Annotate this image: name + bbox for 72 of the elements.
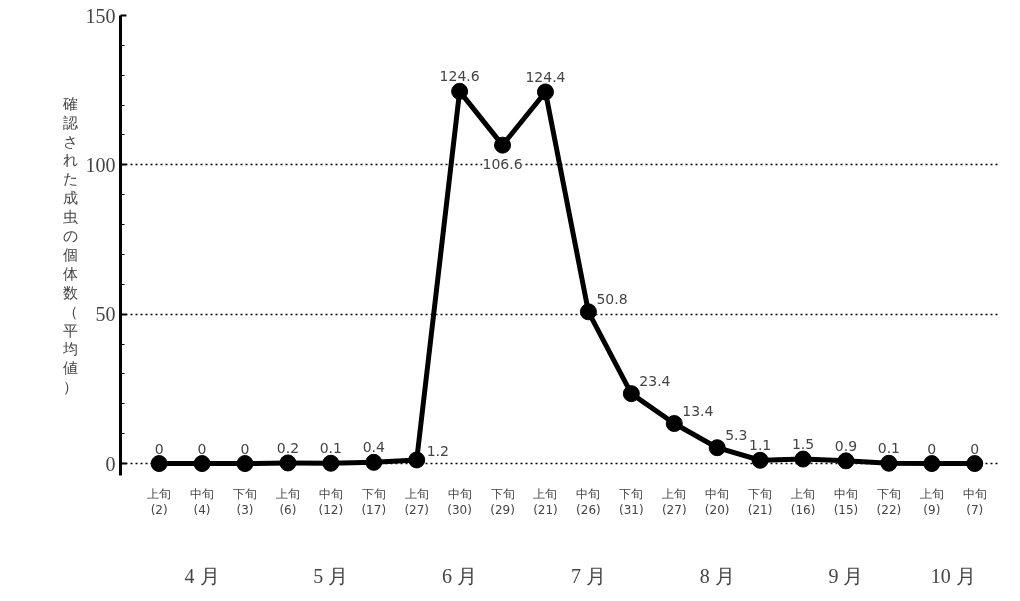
- point: [880, 454, 898, 472]
- data-label: 0.2: [276, 439, 300, 456]
- point: [923, 455, 941, 473]
- point: [966, 455, 984, 473]
- data-label: 0.1: [319, 440, 342, 457]
- data-label: 1.2: [426, 442, 449, 459]
- data-label: 124.4: [525, 68, 566, 85]
- y-tick-label: 100: [85, 153, 116, 176]
- x-tick-label: 上旬 (6): [275, 486, 300, 518]
- point: [408, 451, 426, 469]
- x-tick-label: 中旬 (12): [318, 486, 344, 518]
- point: [150, 455, 168, 473]
- point: [794, 450, 812, 468]
- text: 確認された成虫の個体数（平均値）: [62, 94, 78, 397]
- x-tick-label: 上旬 (27): [661, 486, 687, 518]
- text: 5 月: [313, 565, 349, 587]
- point: [322, 454, 340, 472]
- data-label: 0: [240, 440, 250, 457]
- point: [279, 454, 297, 472]
- x-tick-label: 下旬 (17): [361, 486, 387, 518]
- x-tick-label: 上旬 (21): [533, 486, 558, 518]
- x-tick-label: 上旬 (2): [147, 486, 172, 518]
- data-label: 0.9: [834, 437, 858, 454]
- x-tick-label: 中旬 (26): [576, 486, 601, 518]
- point: [365, 453, 383, 471]
- x-tick-label: 下旬 (22): [876, 486, 902, 518]
- point: [579, 303, 597, 321]
- point: [837, 452, 855, 470]
- x-tick-label: 中旬 (30): [447, 486, 472, 518]
- y-tick-label: 0: [105, 452, 116, 475]
- data-label: 13.4: [682, 402, 714, 419]
- point: [451, 82, 469, 100]
- text: 10 月: [930, 565, 976, 587]
- text: 9 月: [828, 565, 864, 587]
- x-tick-label: 中旬 (4): [190, 486, 215, 518]
- x-tick-label: 下旬 (29): [490, 486, 515, 518]
- x-tick-label: 上旬 (16): [790, 486, 816, 518]
- data-label: 1.1: [748, 437, 772, 454]
- y-tick-label: 50: [95, 303, 116, 326]
- data-label: 23.4: [639, 372, 671, 389]
- data-label: 0.4: [362, 439, 385, 456]
- data-label: 0.1: [877, 440, 901, 457]
- data-label: 0: [197, 440, 207, 457]
- data-label: 50.8: [596, 290, 628, 307]
- data-label: 5.3: [725, 426, 748, 443]
- text: 7 月: [570, 565, 606, 587]
- point: [622, 385, 640, 403]
- data-label: 124.6: [439, 68, 480, 85]
- data-label: 106.6: [482, 156, 523, 173]
- text: 4 月: [184, 565, 220, 587]
- point: [751, 451, 769, 469]
- x-tick-label: 中旬 (15): [833, 486, 859, 518]
- point: [708, 439, 726, 457]
- data-label: 0: [927, 440, 937, 457]
- x-tick-label: 中旬 (7): [962, 486, 987, 518]
- data-label: 0: [970, 440, 980, 457]
- x-tick-label: 下旬 (21): [747, 486, 773, 518]
- x-tick-label: 中旬 (20): [704, 486, 730, 518]
- point: [665, 415, 683, 433]
- point: [494, 136, 512, 154]
- x-tick-label: 上旬 (27): [404, 486, 430, 518]
- data-label: 1.5: [791, 436, 815, 453]
- y-tick-label: 150: [85, 4, 116, 27]
- x-tick-label: 下旬 (3): [232, 486, 257, 518]
- point: [193, 455, 211, 473]
- x-tick-label: 上旬 (9): [919, 486, 944, 518]
- point: [536, 83, 554, 101]
- x-tick-label: 下旬 (31): [619, 486, 644, 518]
- point: [236, 455, 254, 473]
- text: 8 月: [699, 565, 735, 587]
- text: 6 月: [442, 565, 478, 587]
- data-label: 0: [154, 440, 164, 457]
